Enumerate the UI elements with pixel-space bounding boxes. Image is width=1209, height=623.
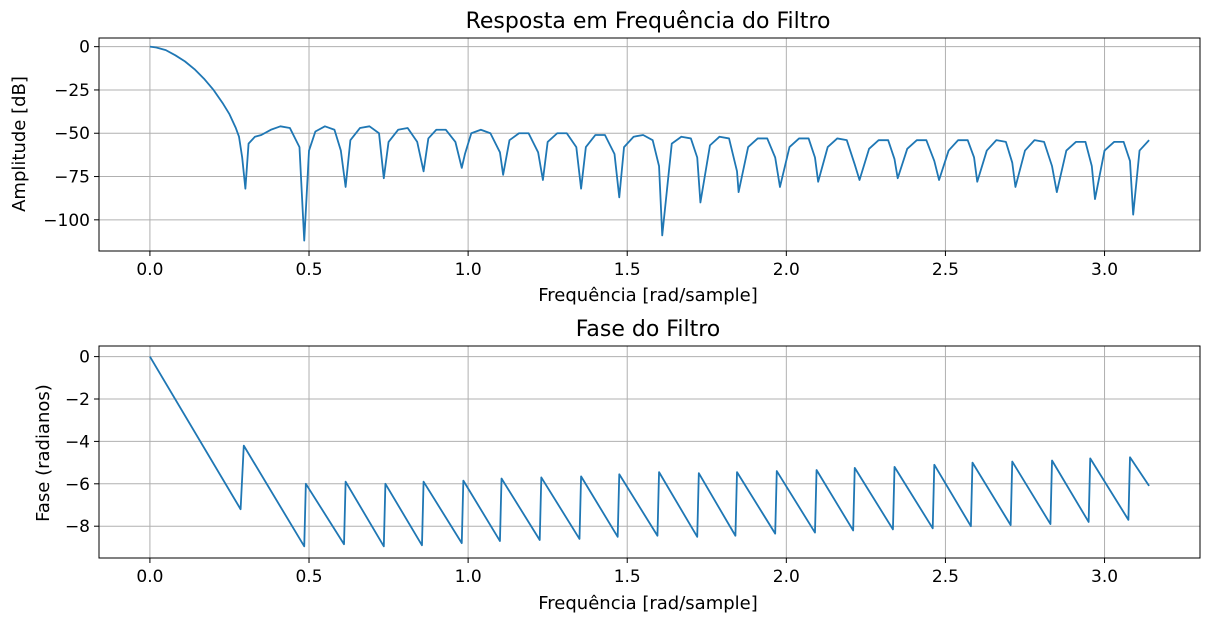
chart-title: Resposta em Frequência do Filtro	[466, 9, 831, 34]
y-tick-label: −8	[65, 517, 90, 537]
amplitude-line	[149, 45, 1150, 242]
phase-line	[149, 356, 1150, 548]
x-tick-label: 3.0	[1091, 567, 1118, 587]
x-axis-label: Frequência [rad/sample]	[538, 285, 758, 306]
x-tick-label: 0.0	[136, 567, 163, 587]
x-tick-label: 2.5	[932, 260, 959, 280]
y-tick-label: 0	[79, 348, 90, 368]
x-tick-label: 1.0	[455, 260, 482, 280]
y-tick-label: 0	[79, 38, 90, 58]
x-axis-ticks: 0.0 0.5 1.0 1.5 2.0 2.5 3.0	[136, 558, 1118, 587]
y-tick-label: −100	[43, 211, 90, 231]
amplitude-panel: Resposta em Frequência do Filtro 0.0 0.5 1…	[9, 9, 1201, 306]
x-tick-label: 1.5	[614, 567, 641, 587]
y-tick-label: −50	[54, 124, 90, 144]
x-axis-label: Frequência [rad/sample]	[538, 593, 758, 614]
x-tick-label: 1.5	[614, 260, 641, 280]
axes-frame	[98, 37, 1201, 252]
x-axis-ticks: 0.0 0.5 1.0 1.5 2.0 2.5 3.0	[136, 251, 1118, 280]
x-tick-label: 0.5	[295, 567, 322, 587]
x-tick-label: 2.0	[773, 567, 800, 587]
x-tick-label: 0.5	[295, 260, 322, 280]
grid	[99, 346, 1200, 558]
y-axis-label: Amplitude [dB]	[9, 76, 30, 212]
axes-frame	[98, 345, 1201, 559]
y-axis-ticks: 0 −2 −4 −6 −8	[65, 348, 99, 537]
x-tick-label: 2.5	[932, 567, 959, 587]
x-tick-label: 2.0	[773, 260, 800, 280]
x-tick-label: 3.0	[1091, 260, 1118, 280]
y-tick-label: −6	[65, 475, 90, 495]
chart-title: Fase do Filtro	[576, 317, 720, 342]
x-tick-label: 0.0	[136, 260, 163, 280]
y-tick-label: −75	[54, 168, 90, 188]
y-axis-label: Fase (radianos)	[33, 384, 54, 522]
y-tick-label: −4	[65, 432, 90, 452]
y-tick-label: −2	[65, 390, 90, 410]
y-axis-ticks: 0 −25 −50 −75 −100	[43, 38, 99, 231]
x-tick-label: 1.0	[455, 567, 482, 587]
y-tick-label: −25	[54, 81, 90, 101]
grid	[99, 38, 1200, 251]
phase-panel: Fase do Filtro 0.0 0.5 1.0 1.5 2.0 2.5 3.0 0 −2…	[33, 317, 1201, 614]
